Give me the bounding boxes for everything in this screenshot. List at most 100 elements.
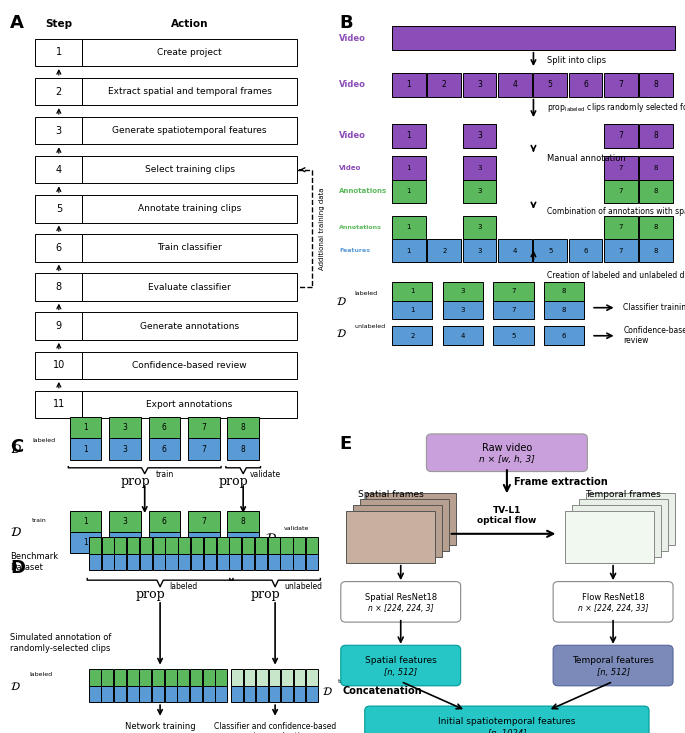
- Text: 7: 7: [619, 81, 623, 89]
- Text: 7: 7: [619, 248, 623, 254]
- Text: 4: 4: [512, 81, 517, 89]
- Bar: [244, 686, 256, 702]
- Bar: [82, 117, 297, 144]
- Text: prop: prop: [136, 589, 166, 601]
- Bar: [269, 669, 280, 686]
- Bar: [392, 73, 426, 97]
- Bar: [392, 216, 426, 239]
- FancyBboxPatch shape: [553, 581, 673, 622]
- Text: labeled: labeled: [29, 672, 52, 677]
- Bar: [149, 511, 180, 532]
- Bar: [35, 156, 82, 183]
- Bar: [463, 216, 497, 239]
- Text: Step: Step: [45, 18, 73, 29]
- Bar: [392, 301, 432, 320]
- Text: 7: 7: [201, 444, 206, 454]
- Bar: [139, 686, 151, 702]
- Bar: [463, 156, 497, 180]
- Text: 1: 1: [84, 424, 88, 432]
- Text: D: D: [10, 559, 25, 577]
- Text: n × [224, 224, 33]: n × [224, 224, 33]: [578, 604, 648, 614]
- Text: Network training: Network training: [125, 722, 195, 731]
- Text: 8: 8: [654, 131, 658, 141]
- Text: 7: 7: [619, 165, 623, 171]
- Bar: [101, 554, 114, 570]
- Text: 6: 6: [162, 517, 167, 526]
- Bar: [534, 73, 567, 97]
- Text: labeled: labeled: [169, 582, 198, 591]
- Bar: [360, 499, 449, 551]
- Text: 3: 3: [55, 125, 62, 136]
- Bar: [565, 511, 654, 563]
- Text: 5: 5: [548, 81, 553, 89]
- Bar: [89, 686, 101, 702]
- Bar: [256, 686, 268, 702]
- Bar: [89, 669, 101, 686]
- Text: Evaluate classifier: Evaluate classifier: [148, 283, 231, 292]
- Text: Manual annotation: Manual annotation: [547, 154, 626, 163]
- Bar: [353, 505, 442, 557]
- FancyBboxPatch shape: [340, 645, 460, 686]
- Text: E: E: [339, 435, 351, 454]
- Bar: [579, 499, 668, 551]
- Text: 5: 5: [55, 204, 62, 214]
- Text: prop: prop: [121, 475, 150, 488]
- Bar: [82, 273, 297, 301]
- Text: 6: 6: [584, 248, 588, 254]
- Text: [n, 1024]: [n, 1024]: [488, 729, 526, 733]
- Bar: [166, 537, 177, 554]
- Bar: [604, 180, 638, 203]
- Text: A: A: [10, 14, 24, 32]
- Bar: [306, 686, 318, 702]
- Text: $\mathcal{D}$: $\mathcal{D}$: [265, 531, 277, 545]
- Bar: [572, 505, 661, 557]
- Bar: [639, 125, 673, 147]
- Text: 4: 4: [55, 165, 62, 174]
- Bar: [639, 156, 673, 180]
- Bar: [114, 686, 126, 702]
- Bar: [177, 669, 189, 686]
- Text: 7: 7: [619, 224, 623, 230]
- Bar: [306, 537, 318, 554]
- Text: validate: validate: [284, 526, 310, 531]
- Bar: [392, 156, 426, 180]
- Text: unlabeled: unlabeled: [284, 582, 323, 591]
- Bar: [101, 669, 114, 686]
- Text: $\mathcal{D}$: $\mathcal{D}$: [10, 679, 21, 692]
- Text: Raw video: Raw video: [482, 443, 532, 454]
- FancyBboxPatch shape: [426, 434, 587, 471]
- Bar: [604, 156, 638, 180]
- Text: Create project: Create project: [158, 48, 222, 57]
- Text: 8: 8: [241, 444, 245, 454]
- Text: 1: 1: [410, 307, 414, 313]
- Text: 8: 8: [241, 538, 245, 548]
- Bar: [232, 686, 243, 702]
- Text: 2: 2: [55, 86, 62, 97]
- Text: 5: 5: [511, 333, 516, 339]
- Bar: [149, 417, 180, 438]
- Bar: [140, 537, 152, 554]
- Text: labeled: labeled: [354, 291, 377, 296]
- Text: Export annotations: Export annotations: [147, 400, 233, 409]
- Text: 8: 8: [654, 81, 658, 89]
- Text: $\mathcal{D}$: $\mathcal{D}$: [10, 443, 22, 455]
- Bar: [604, 73, 638, 97]
- Text: 1: 1: [407, 81, 411, 89]
- Bar: [216, 537, 229, 554]
- Bar: [82, 39, 297, 66]
- Text: Initial spatiotemporal features: Initial spatiotemporal features: [438, 717, 575, 726]
- Text: 1: 1: [84, 538, 88, 548]
- Bar: [188, 532, 219, 553]
- Bar: [392, 239, 426, 262]
- Text: TV-L1
optical flow: TV-L1 optical flow: [477, 506, 536, 525]
- Bar: [366, 493, 456, 545]
- Bar: [82, 195, 297, 223]
- Text: prop: prop: [251, 589, 281, 601]
- Bar: [269, 686, 280, 702]
- Text: 2: 2: [442, 81, 447, 89]
- Bar: [35, 78, 82, 106]
- Text: 8: 8: [562, 288, 566, 295]
- Bar: [392, 180, 426, 203]
- Bar: [110, 438, 141, 460]
- Bar: [89, 554, 101, 570]
